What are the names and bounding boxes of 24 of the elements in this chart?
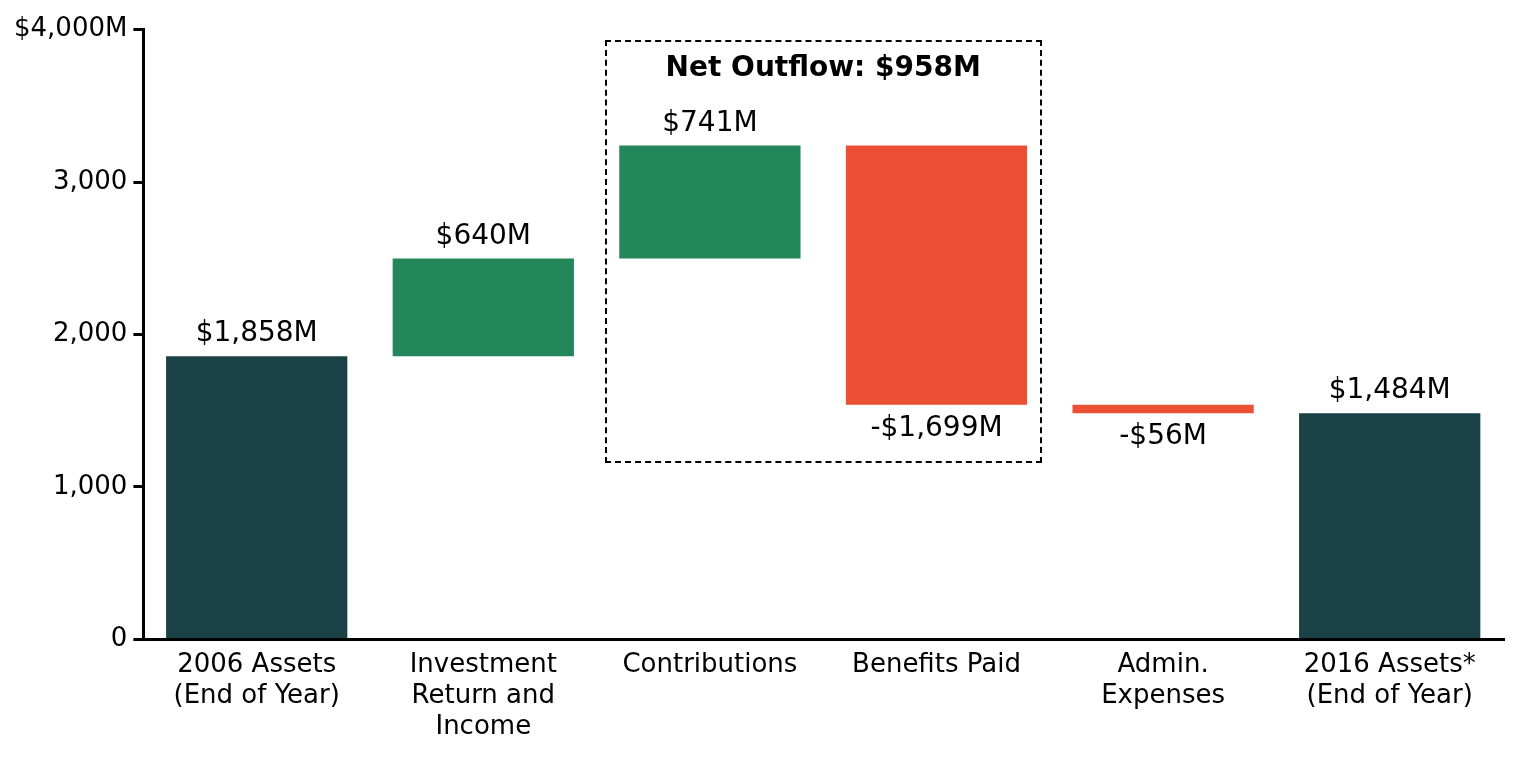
bar xyxy=(1072,404,1254,414)
y-tick-label: 2,000 xyxy=(52,317,128,348)
x-tick-label: 2016 Assets* (End of Year) xyxy=(1303,647,1476,709)
data-label: -$56M xyxy=(1119,418,1207,452)
bar xyxy=(166,356,348,638)
bar xyxy=(1299,413,1481,638)
y-tick-label: 0 xyxy=(110,622,128,653)
bar xyxy=(619,145,801,259)
data-label: $741M xyxy=(662,104,758,138)
y-tick-label: $4,000M xyxy=(13,12,128,43)
bar xyxy=(845,145,1028,405)
bar xyxy=(392,258,574,357)
annotation: Net Outflow: $958M xyxy=(664,49,982,83)
y-tick-label: 1,000 xyxy=(52,469,128,500)
y-tick-label: 3,000 xyxy=(52,164,128,195)
x-tick-label: Benefits Paid xyxy=(852,647,1021,678)
x-tick-label: Admin. Expenses xyxy=(1101,647,1226,709)
x-tick-label: 2006 Assets (End of Year) xyxy=(173,647,340,709)
x-tick-label: Contributions xyxy=(622,647,798,678)
x-tick-label: Investment Return and Income xyxy=(409,647,557,741)
data-label: -$1,699M xyxy=(870,409,1003,443)
data-label: $1,484M xyxy=(1328,372,1451,406)
data-label: $1,858M xyxy=(195,315,318,349)
data-label: $640M xyxy=(435,217,532,251)
